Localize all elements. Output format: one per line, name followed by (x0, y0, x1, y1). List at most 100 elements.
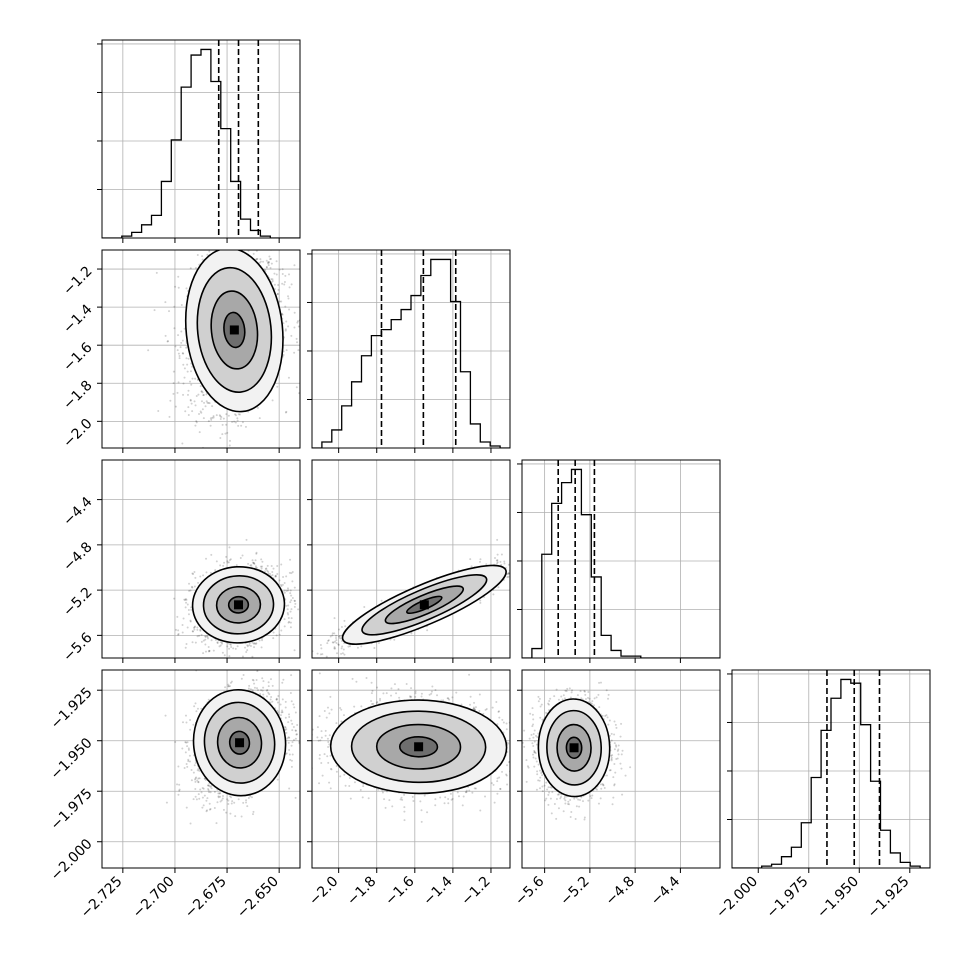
scatter-point (247, 233, 249, 235)
scatter-point (293, 311, 296, 314)
scatter-point (200, 390, 203, 393)
scatter-point (205, 557, 208, 560)
scatter-point (187, 413, 190, 416)
scatter-point (290, 572, 293, 575)
scatter-point (221, 642, 224, 645)
scatter-point (198, 634, 201, 637)
scatter-point (178, 357, 181, 360)
scatter-point (248, 644, 251, 647)
scatter-point (283, 625, 286, 628)
scatter-point (195, 420, 198, 423)
scatter-point (228, 647, 231, 650)
scatter-point (186, 626, 189, 629)
scatter-point (246, 645, 249, 648)
scatter-point (511, 573, 513, 575)
scatter-point (200, 633, 203, 636)
scatter-point (218, 414, 221, 417)
hist-panel-2-histogram (522, 468, 720, 658)
scatter-point (193, 628, 196, 631)
scatter-point (276, 292, 279, 295)
scatter-point (177, 629, 180, 632)
scatter-point (332, 641, 335, 644)
scatter-point (179, 346, 182, 349)
scatter-point (208, 402, 211, 405)
scatter-point (271, 574, 274, 577)
scatter-point (309, 646, 311, 648)
scatter-point (254, 233, 256, 235)
scatter-point (280, 585, 283, 588)
scatter-point (290, 599, 293, 602)
scatter-point (267, 262, 270, 265)
scatter-point (287, 604, 290, 607)
scatter-point (239, 557, 242, 560)
scatter-point (518, 550, 520, 552)
scatter-point (207, 420, 210, 423)
scatter-point (267, 572, 270, 575)
scatter-point (235, 414, 238, 417)
scatter-point (251, 561, 254, 564)
scatter-point (200, 640, 203, 643)
hist-panel-3-frame (731, 669, 931, 869)
scatter-point (177, 275, 180, 278)
scatter-point (270, 564, 273, 567)
scatter-point (157, 409, 160, 412)
scatter-point (294, 602, 297, 605)
scatter-point (266, 241, 268, 243)
scatter-point (278, 268, 281, 271)
scatter-point (202, 652, 205, 655)
scatter-point (247, 562, 250, 565)
scatter-point (183, 376, 186, 379)
pair-panel-1-2-scatter (309, 538, 520, 658)
scatter-point (206, 253, 209, 256)
scatter-point (185, 598, 188, 601)
scatter-point (255, 566, 258, 569)
scatter-point (204, 650, 207, 653)
scatter-point (290, 283, 293, 286)
scatter-point (287, 613, 290, 616)
scatter-point (204, 638, 207, 641)
scatter-point (296, 341, 299, 344)
scatter-point (209, 424, 212, 427)
scatter-point (244, 425, 247, 428)
scatter-point (243, 245, 245, 247)
scatter-point (172, 392, 175, 395)
scatter-point (271, 570, 274, 573)
scatter-point (291, 571, 294, 574)
scatter-point (270, 262, 273, 265)
scatter-point (380, 599, 383, 602)
scatter-point (206, 401, 209, 404)
scatter-point (287, 621, 290, 624)
scatter-point (198, 412, 201, 415)
scatter-point (190, 383, 193, 386)
scatter-point (258, 261, 261, 264)
scatter-point (222, 417, 225, 420)
scatter-point (272, 637, 275, 640)
scatter-point (220, 641, 223, 644)
scatter-point (271, 247, 273, 249)
scatter-point (224, 247, 226, 249)
scatter-point (289, 592, 292, 595)
scatter-point (255, 552, 258, 555)
scatter-point (493, 556, 496, 559)
scatter-point (275, 273, 278, 276)
pair-panel-0-2-scatter (173, 538, 300, 658)
scatter-point (193, 571, 196, 574)
scatter-point (341, 645, 344, 648)
pair-panel-0-1-frame (101, 249, 301, 449)
scatter-point (222, 564, 225, 567)
scatter-point (263, 268, 266, 271)
hist-panel-0-histogram (102, 48, 300, 238)
scatter-point (235, 564, 238, 567)
scatter-point (260, 221, 262, 223)
scatter-point (338, 635, 341, 638)
scatter-point (174, 405, 177, 408)
scatter-point (309, 344, 311, 346)
scatter-point (197, 393, 200, 396)
scatter-point (295, 386, 298, 389)
scatter-point (253, 241, 255, 243)
scatter-point (293, 326, 296, 329)
scatter-point (269, 258, 272, 261)
scatter-point (335, 639, 338, 642)
scatter-point (220, 487, 222, 489)
scatter-point (293, 605, 296, 608)
